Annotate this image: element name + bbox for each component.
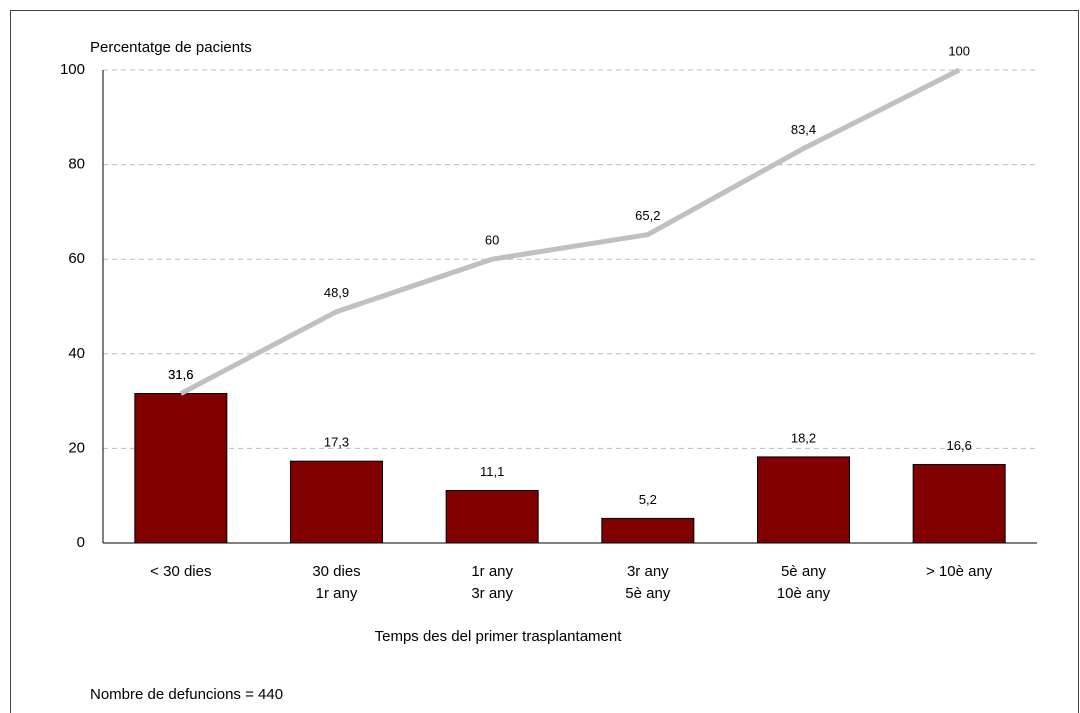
value-label: 5,2 bbox=[639, 492, 657, 507]
x-tick-label: 1r any bbox=[471, 563, 513, 580]
value-label: 18,2 bbox=[791, 430, 816, 445]
value-label: 60 bbox=[485, 233, 499, 248]
value-label: 11,1 bbox=[480, 464, 504, 479]
y-tick-label: 80 bbox=[68, 156, 85, 173]
bar bbox=[445, 489, 539, 544]
value-label: 17,3 bbox=[324, 435, 349, 450]
y-tick-label: 100 bbox=[60, 61, 85, 78]
bar bbox=[757, 456, 850, 544]
x-tick-label: 10è any bbox=[777, 585, 831, 602]
value-label: 31,6 bbox=[168, 367, 193, 382]
y-tick-label: 40 bbox=[68, 345, 85, 362]
x-axis-label: Temps des del primer trasplantament bbox=[375, 628, 623, 645]
bar bbox=[134, 393, 228, 544]
x-tick-label: 3r any bbox=[627, 563, 669, 580]
x-tick-label: 5è any bbox=[625, 585, 671, 602]
x-tick-label: 5è any bbox=[781, 563, 827, 580]
y-axis-label: Percentatge de pacients bbox=[90, 39, 252, 56]
x-tick-label: 30 dies bbox=[312, 563, 360, 580]
bar bbox=[290, 460, 383, 544]
x-tick-label: 3r any bbox=[471, 585, 513, 602]
y-tick-label: 20 bbox=[68, 439, 85, 456]
value-label: 16,6 bbox=[947, 438, 972, 453]
frame bbox=[10, 10, 1079, 713]
value-label: 65,2 bbox=[635, 208, 660, 223]
bar bbox=[601, 517, 695, 544]
value-label: 48,9 bbox=[324, 285, 349, 300]
note: Nombre de defuncions = 440 bbox=[90, 686, 283, 703]
y-tick-label: 0 bbox=[77, 534, 85, 551]
y-tick-label: 60 bbox=[68, 250, 85, 267]
value-label: 83,4 bbox=[791, 122, 816, 137]
x-tick-label: 1r any bbox=[316, 585, 358, 602]
x-tick-label: > 10è any bbox=[926, 563, 993, 580]
bar bbox=[912, 463, 1006, 544]
value-label: 31,6 bbox=[168, 367, 193, 382]
value-label: 100 bbox=[948, 43, 970, 58]
line bbox=[179, 67, 961, 396]
x-tick-label: < 30 dies bbox=[150, 563, 211, 580]
